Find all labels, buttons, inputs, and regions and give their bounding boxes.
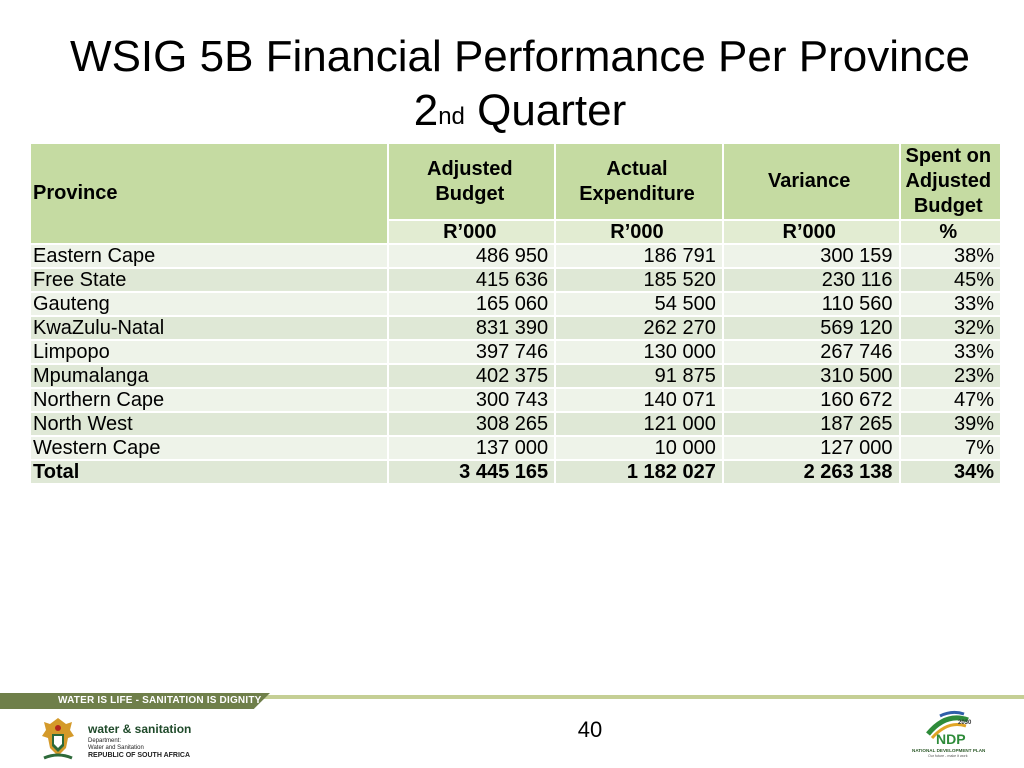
table-total-row: Total 3 445 165 1 182 027 2 263 138 34% (28, 459, 1003, 485)
ndp-logo-text: NDP (936, 731, 966, 747)
cell-province: Eastern Cape (28, 243, 390, 269)
cell-adjusted-budget: 486 950 (387, 243, 557, 269)
cell-adjusted-budget: 300 743 (387, 387, 557, 413)
cell-actual-expenditure: 140 071 (554, 387, 724, 413)
title-line-1: WSIG 5B Financial Performance Per Provin… (70, 32, 970, 81)
cell-actual-expenditure: 10 000 (554, 435, 724, 461)
header-actual-expenditure: Actual Expenditure (554, 142, 724, 221)
cell-adjusted-budget: 397 746 (387, 339, 557, 365)
cell-actual-expenditure: 262 270 (554, 315, 724, 341)
table-row: Western Cape 137 000 10 000 127 000 7% (28, 435, 1003, 461)
ndp-caption: NATIONAL DEVELOPMENT PLAN (912, 748, 986, 753)
title-quarter-word: Quarter (464, 86, 627, 135)
table-row: Free State 415 636 185 520 230 116 45% (28, 267, 1003, 293)
header-adjusted-budget: Adjusted Budget (387, 142, 557, 221)
cell-variance: 300 159 (721, 243, 901, 269)
header-province: Province (28, 142, 390, 245)
unit-adjusted-budget: R’000 (387, 219, 557, 245)
page-number: 40 (577, 717, 603, 742)
cell-province: Western Cape (28, 435, 390, 461)
slide-title: WSIG 5B Financial Performance Per Provin… (0, 30, 1024, 138)
table-row: North West 308 265 121 000 187 265 39% (28, 411, 1003, 437)
cell-spent-percent: 39% (898, 411, 1003, 437)
cell-spent-percent: 33% (898, 339, 1003, 365)
title-quarter-number: 2 (413, 86, 439, 135)
cell-adjusted-budget: 402 375 (387, 363, 557, 389)
cell-variance: 310 500 (721, 363, 901, 389)
cell-actual-expenditure: 130 000 (554, 339, 724, 365)
total-spent-percent: 34% (898, 459, 1003, 485)
title-ordinal-suffix: nd (438, 103, 465, 130)
unit-actual-expenditure: R’000 (554, 219, 724, 245)
department-logo: water & sanitation Department: Water and… (36, 716, 216, 762)
cell-spent-percent: 7% (898, 435, 1003, 461)
cell-spent-percent: 47% (898, 387, 1003, 413)
financial-performance-table: Province Adjusted Budget Actual Expendit… (28, 142, 1003, 485)
cell-province: North West (28, 411, 390, 437)
total-actual-expenditure: 1 182 027 (554, 459, 724, 485)
cell-actual-expenditure: 91 875 (554, 363, 724, 389)
header-variance: Variance (721, 142, 901, 221)
table-row: Northern Cape 300 743 140 071 160 672 47… (28, 387, 1003, 413)
cell-spent-percent: 23% (898, 363, 1003, 389)
cell-province: Free State (28, 267, 390, 293)
cell-spent-percent: 33% (898, 291, 1003, 317)
table-row: Eastern Cape 486 950 186 791 300 159 38% (28, 243, 1003, 269)
cell-province: Northern Cape (28, 387, 390, 413)
cell-spent-percent: 45% (898, 267, 1003, 293)
coat-of-arms-icon (42, 718, 74, 760)
cell-variance: 160 672 (721, 387, 901, 413)
total-adjusted-budget: 3 445 165 (387, 459, 557, 485)
title-line-2: 2nd Quarter (0, 84, 1024, 138)
cell-province: Gauteng (28, 291, 390, 317)
department-line-3: REPUBLIC OF SOUTH AFRICA (88, 752, 191, 759)
table-row: Limpopo 397 746 130 000 267 746 33% (28, 339, 1003, 365)
footer-tagline-bar (0, 693, 270, 709)
cell-adjusted-budget: 415 636 (387, 267, 557, 293)
cell-adjusted-budget: 831 390 (387, 315, 557, 341)
table-row: KwaZulu-Natal 831 390 262 270 569 120 32… (28, 315, 1003, 341)
unit-variance: R’000 (721, 219, 901, 245)
cell-variance: 569 120 (721, 315, 901, 341)
department-line-1: Department: (88, 738, 122, 744)
cell-province: KwaZulu-Natal (28, 315, 390, 341)
total-label: Total (28, 459, 390, 485)
cell-province: Mpumalanga (28, 363, 390, 389)
footer-band: WATER IS LIFE - SANITATION IS DIGNITY (0, 693, 1024, 713)
unit-spent: % (898, 219, 1003, 245)
cell-adjusted-budget: 165 060 (387, 291, 557, 317)
ndp-logo-icon: 2030 NDP NATIONAL DEVELOPMENT PLAN Our f… (912, 710, 986, 758)
cell-variance: 127 000 (721, 435, 901, 461)
cell-adjusted-budget: 308 265 (387, 411, 557, 437)
cell-adjusted-budget: 137 000 (387, 435, 557, 461)
cell-spent-percent: 32% (898, 315, 1003, 341)
cell-variance: 187 265 (721, 411, 901, 437)
cell-spent-percent: 38% (898, 243, 1003, 269)
cell-actual-expenditure: 54 500 (554, 291, 724, 317)
total-variance: 2 263 138 (721, 459, 901, 485)
header-spent-on-adjusted-budget: Spent on Adjusted Budget (898, 142, 1003, 221)
ndp-year: 2030 (958, 720, 972, 726)
ndp-subcaption: Our future - make it work (928, 754, 968, 758)
cell-actual-expenditure: 185 520 (554, 267, 724, 293)
cell-variance: 230 116 (721, 267, 901, 293)
department-name: water & sanitation (88, 722, 192, 736)
table-row: Gauteng 165 060 54 500 110 560 33% (28, 291, 1003, 317)
footer-line (250, 695, 1024, 699)
department-details: Department: Water and Sanitation REPUBLI… (88, 738, 190, 759)
cell-variance: 267 746 (721, 339, 901, 365)
cell-variance: 110 560 (721, 291, 901, 317)
cell-actual-expenditure: 121 000 (554, 411, 724, 437)
cell-actual-expenditure: 186 791 (554, 243, 724, 269)
cell-province: Limpopo (28, 339, 390, 365)
footer-tagline: WATER IS LIFE - SANITATION IS DIGNITY (58, 695, 262, 706)
department-line-2: Water and Sanitation (88, 745, 144, 751)
table-row: Mpumalanga 402 375 91 875 310 500 23% (28, 363, 1003, 389)
